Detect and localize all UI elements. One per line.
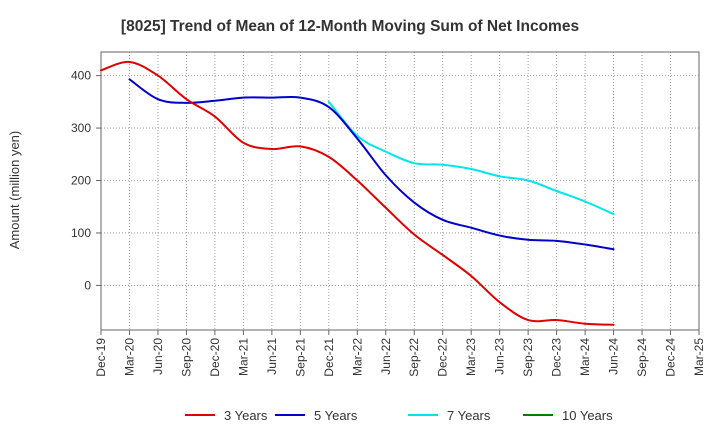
- x-tick-label: Mar-22: [350, 338, 364, 376]
- x-tick-label: Sep-21: [293, 338, 307, 377]
- x-tick-label: Jun-21: [265, 338, 279, 375]
- series-line-3-years: [100, 60, 615, 326]
- plot-frame: [100, 51, 700, 331]
- y-tick-label: 300: [71, 121, 91, 135]
- y-tick-label: 200: [71, 174, 91, 188]
- x-tick-label: Dec-20: [208, 338, 222, 377]
- x-tick-label: Sep-24: [635, 338, 649, 377]
- legend: 3 Years 5 Years 7 Years 10 Years: [185, 408, 613, 423]
- series-line-5-years: [128, 78, 615, 251]
- x-tick-label: Dec-19: [94, 338, 108, 377]
- x-tick-label: Jun-23: [493, 338, 507, 375]
- x-tick-label: Dec-21: [322, 338, 336, 377]
- legend-label-10-years: 10 Years: [562, 408, 613, 423]
- x-tick-label: Mar-25: [692, 338, 706, 376]
- x-tick-label: Mar-24: [578, 338, 592, 376]
- x-tick-label: Sep-22: [407, 338, 421, 377]
- x-tick-label: Jun-20: [151, 338, 165, 375]
- x-tick-label: Jun-22: [379, 338, 393, 375]
- legend-label-7-years: 7 Years: [447, 408, 491, 423]
- x-tick-label: Mar-21: [236, 338, 250, 376]
- x-tick-label: Mar-20: [122, 338, 136, 376]
- x-tick-label: Sep-23: [521, 338, 535, 377]
- plot-area: 0 100 200 300 400 Dec-19 Mar-20 Jun-20 Sep-20 Dec…: [71, 51, 706, 377]
- chart-title: [8025] Trend of Mean of 12-Month Moving …: [121, 18, 579, 35]
- y-tick-label: 400: [71, 69, 91, 83]
- x-tick-label: Sep-20: [179, 338, 193, 377]
- legend-label-3-years: 3 Years: [224, 408, 268, 423]
- legend-label-5-years: 5 Years: [314, 408, 358, 423]
- x-tick-label: Dec-22: [436, 338, 450, 377]
- x-tick-label: Dec-24: [664, 338, 678, 377]
- x-tick-label: Mar-23: [464, 338, 478, 376]
- y-tick-label: 0: [84, 278, 91, 292]
- x-tick-label: Jun-24: [607, 338, 621, 375]
- series-line-7-years: [327, 100, 615, 216]
- x-tick-label: Dec-23: [550, 338, 564, 377]
- y-tick-label: 100: [71, 226, 91, 240]
- y-axis-label: Amount (million yen): [7, 131, 22, 250]
